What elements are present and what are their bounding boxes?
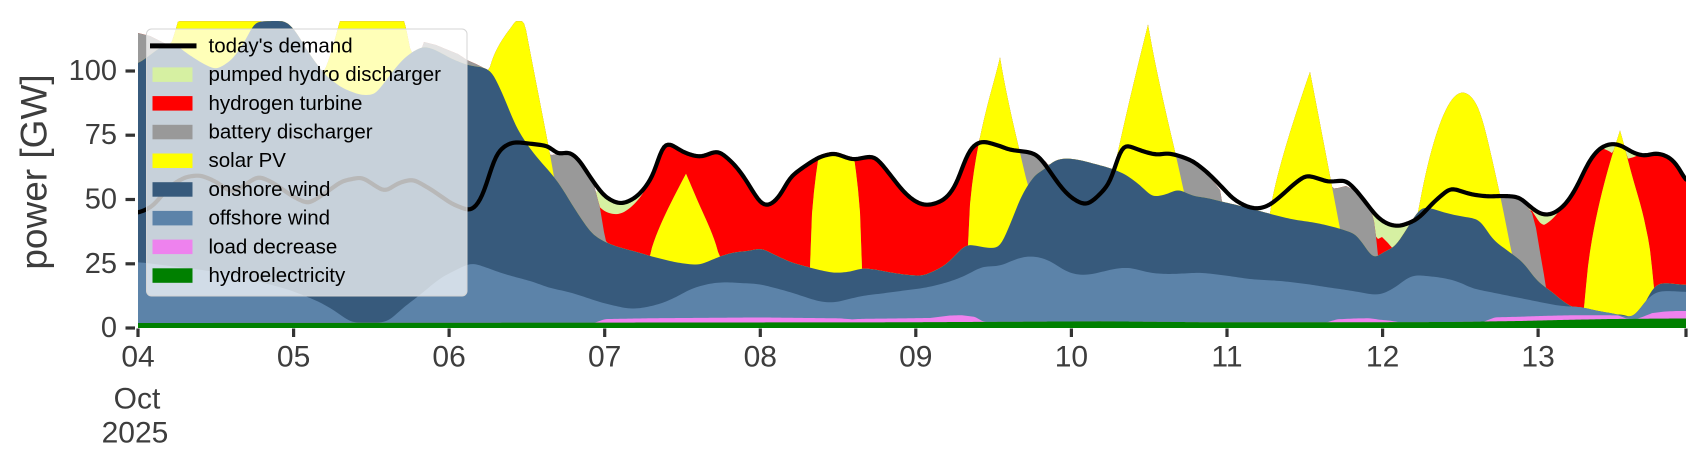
- svg-text:04: 04: [121, 341, 154, 374]
- svg-text:pumped hydro discharger: pumped hydro discharger: [209, 63, 442, 86]
- svg-text:hydroelectricity: hydroelectricity: [209, 264, 346, 287]
- svg-text:09: 09: [899, 341, 932, 374]
- svg-text:today's demand: today's demand: [209, 34, 353, 57]
- svg-text:12: 12: [1366, 341, 1399, 374]
- svg-text:25: 25: [85, 248, 117, 280]
- svg-text:10: 10: [1055, 341, 1088, 374]
- svg-text:100: 100: [69, 55, 117, 87]
- svg-text:hydrogen turbine: hydrogen turbine: [209, 92, 363, 115]
- svg-text:50: 50: [85, 184, 117, 216]
- svg-text:battery discharger: battery discharger: [209, 121, 373, 144]
- svg-text:solar PV: solar PV: [209, 149, 287, 172]
- svg-text:06: 06: [432, 341, 465, 374]
- svg-text:2025: 2025: [102, 417, 169, 450]
- svg-text:offshore wind: offshore wind: [209, 207, 331, 230]
- svg-text:11: 11: [1211, 341, 1242, 374]
- svg-text:power [GW]: power [GW]: [14, 74, 55, 269]
- svg-text:07: 07: [588, 341, 621, 374]
- svg-text:05: 05: [277, 341, 310, 374]
- svg-text:Oct: Oct: [114, 383, 161, 416]
- svg-text:75: 75: [85, 119, 117, 151]
- svg-text:08: 08: [744, 341, 777, 374]
- svg-text:0: 0: [101, 312, 117, 344]
- svg-text:load decrease: load decrease: [209, 235, 338, 258]
- svg-text:13: 13: [1521, 341, 1554, 374]
- svg-text:onshore wind: onshore wind: [209, 178, 331, 201]
